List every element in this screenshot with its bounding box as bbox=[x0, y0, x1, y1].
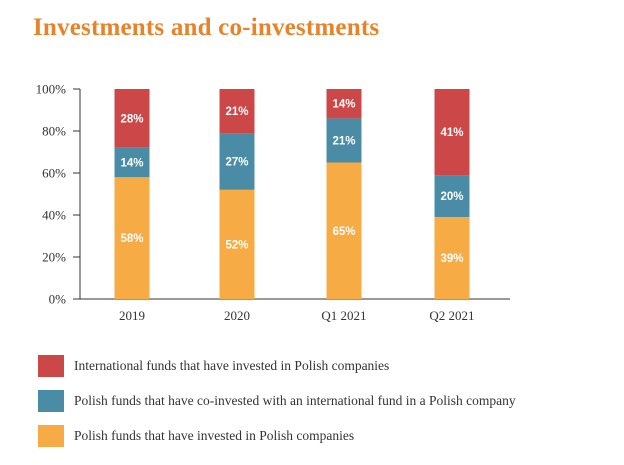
x-tick-label: 2020 bbox=[224, 308, 250, 323]
legend-item-coinvested: Polish funds that have co-invested with … bbox=[38, 389, 516, 413]
legend-swatch-international bbox=[38, 355, 64, 377]
bar-segment bbox=[114, 89, 150, 148]
y-tick-label: 80% bbox=[42, 124, 66, 139]
data-label: 58% bbox=[120, 233, 143, 245]
legend-item-polish: Polish funds that have invested in Polis… bbox=[38, 424, 516, 448]
data-label: 14% bbox=[332, 99, 355, 111]
bar-segment bbox=[114, 147, 150, 178]
bar-segment bbox=[114, 177, 150, 299]
bar-segment bbox=[326, 162, 362, 299]
legend-swatch-polish bbox=[38, 425, 64, 447]
bar-segment bbox=[326, 118, 362, 163]
bar-segment bbox=[326, 89, 362, 119]
data-label: 21% bbox=[332, 135, 355, 147]
legend-swatch-coinvested bbox=[38, 390, 64, 412]
chart-title: Investments and co-investments bbox=[33, 14, 380, 41]
x-tick-label: 2019 bbox=[119, 308, 145, 323]
legend-label-international: International funds that have invested i… bbox=[74, 358, 390, 373]
bar-segment bbox=[219, 133, 255, 190]
bar-segment bbox=[219, 189, 255, 299]
stacked-bar-chart: 0% 20% 40% 60% 80% 100% 58% 14% 28% 2019 52% 27% 21%… bbox=[36, 82, 510, 323]
y-tick-label: 20% bbox=[42, 250, 66, 265]
legend-item-international: International funds that have invested i… bbox=[38, 354, 516, 378]
legend-label-polish: Polish funds that have invested in Polis… bbox=[74, 428, 355, 443]
x-tick-label: Q1 2021 bbox=[321, 308, 366, 323]
data-label: 27% bbox=[225, 156, 248, 168]
bar-segment bbox=[219, 89, 255, 134]
y-tick-label: 100% bbox=[36, 82, 67, 97]
chart-legend: International funds that have invested i… bbox=[38, 354, 516, 459]
bar-segment bbox=[434, 175, 470, 218]
y-tick-label: 60% bbox=[42, 166, 66, 181]
y-tick-label: 40% bbox=[42, 208, 66, 223]
bar-segment bbox=[434, 217, 470, 299]
data-label: 21% bbox=[225, 106, 248, 118]
y-tick-label: 0% bbox=[49, 292, 67, 307]
data-label: 52% bbox=[225, 239, 248, 251]
data-label: 28% bbox=[120, 113, 143, 125]
x-tick-label: Q2 2021 bbox=[429, 308, 474, 323]
data-label: 20% bbox=[440, 191, 463, 203]
data-label: 41% bbox=[440, 127, 463, 139]
data-label: 65% bbox=[332, 226, 355, 238]
data-label: 14% bbox=[120, 158, 143, 170]
bar-segment bbox=[434, 89, 470, 176]
legend-label-coinvested: Polish funds that have co-invested with … bbox=[74, 393, 516, 408]
data-label: 39% bbox=[440, 253, 463, 265]
